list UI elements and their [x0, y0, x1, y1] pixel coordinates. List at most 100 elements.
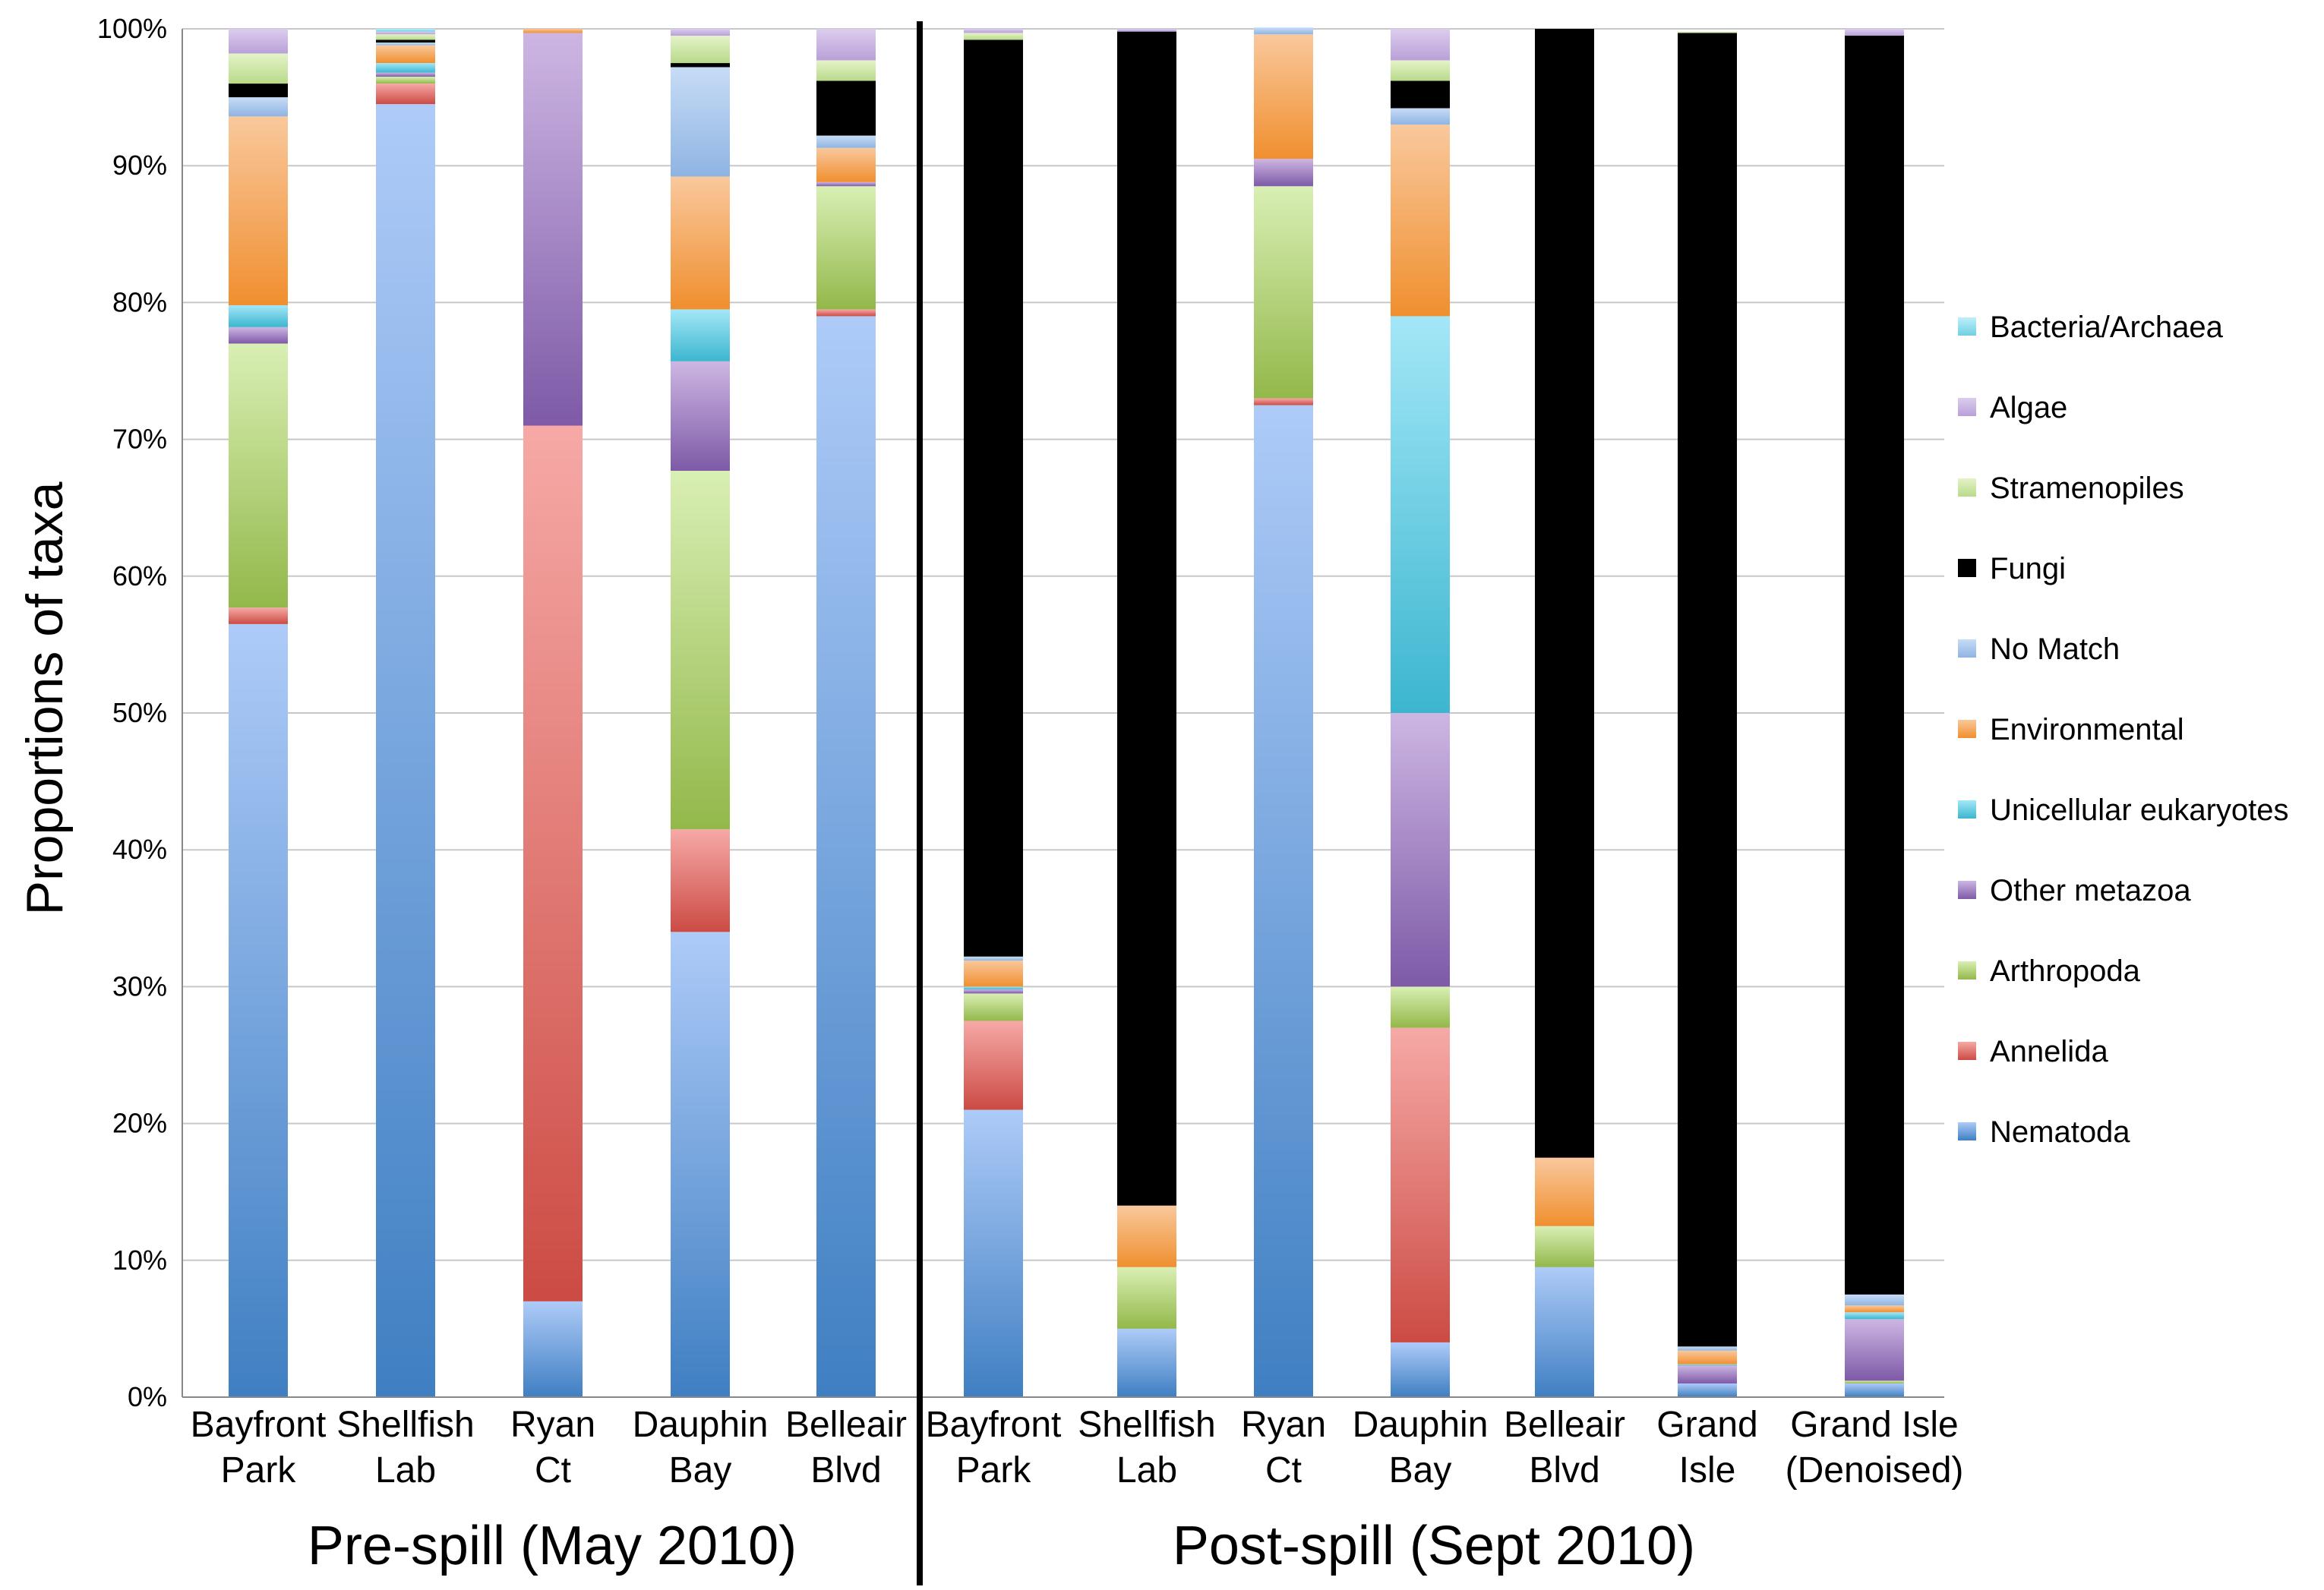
bar-segment — [1845, 1319, 1904, 1381]
bar-segment — [376, 72, 435, 77]
legend-label: Arthropoda — [1990, 954, 2141, 988]
x-category-label: Isle — [1679, 1450, 1736, 1491]
bar-segment — [1391, 29, 1450, 61]
x-category-label: Grand Isle — [1790, 1405, 1958, 1445]
bar-segment — [1678, 1350, 1737, 1364]
y-tick-label: 70% — [112, 424, 167, 455]
bar-segment — [1391, 986, 1450, 1028]
bar-segment — [964, 993, 1023, 1021]
y-tick-label: 20% — [112, 1108, 167, 1139]
legend-swatch — [1958, 800, 1976, 819]
bar-segment — [1117, 1267, 1176, 1329]
bar-segment — [1391, 60, 1450, 81]
bar-segment — [1254, 159, 1313, 187]
legend-swatch — [1958, 639, 1976, 658]
bar-segment — [964, 39, 1023, 957]
bar-segment — [816, 186, 876, 310]
legend-label: Unicellular eukaryotes — [1990, 793, 2289, 827]
bar-segment — [1391, 316, 1450, 713]
y-tick-label: 30% — [112, 970, 167, 1002]
bar-segment — [229, 327, 288, 344]
y-tick-label: 60% — [112, 560, 167, 592]
x-category-label: Dauphin — [1353, 1405, 1489, 1445]
group-label-pre: Pre-spill (May 2010) — [308, 1516, 797, 1576]
legend-label: No Match — [1990, 633, 2120, 666]
bar-segment — [671, 932, 730, 1397]
bar-segment — [1845, 36, 1904, 1295]
bar-segment — [671, 67, 730, 177]
bar-segment — [1117, 1205, 1176, 1267]
bar-segment — [1678, 31, 1737, 33]
bar-segment — [1678, 1365, 1737, 1383]
bar-segment — [964, 1021, 1023, 1110]
bar-segment — [671, 829, 730, 932]
bar-segment — [1845, 29, 1904, 36]
bar-segment — [1391, 1342, 1450, 1397]
bar-segment — [816, 135, 876, 148]
bar-segment — [1678, 1383, 1737, 1397]
bar-segment — [1254, 186, 1313, 399]
bar-segment — [229, 116, 288, 306]
x-category-label: Bayfront — [191, 1405, 327, 1445]
legend-swatch — [1958, 478, 1976, 497]
bar-segment — [671, 36, 730, 64]
y-axis-title: Proportions of taxa — [16, 481, 74, 915]
x-category-label: Belleair — [785, 1405, 907, 1445]
bar-segment — [964, 961, 1023, 987]
bar-segment — [229, 84, 288, 98]
bar-segment — [1535, 1157, 1594, 1226]
group-label-post: Post-spill (Sept 2010) — [1173, 1516, 1695, 1576]
legend-label: Fungi — [1990, 552, 2066, 585]
x-category-label: Grand — [1656, 1405, 1757, 1445]
bar-segment — [1391, 125, 1450, 317]
bar-segment — [1117, 31, 1176, 1206]
bar-segment — [523, 33, 583, 426]
x-category-label: Shellfish — [336, 1405, 474, 1445]
bar-segment — [816, 309, 876, 317]
y-tick-label: 0% — [128, 1381, 167, 1412]
bar-segment — [523, 29, 583, 33]
bar-segment — [1535, 1267, 1594, 1397]
legend-swatch — [1958, 317, 1976, 336]
bar-segment — [1535, 1226, 1594, 1267]
bar-segment — [964, 33, 1023, 40]
x-category-label: Blvd — [810, 1450, 881, 1491]
bar-segment — [229, 607, 288, 624]
y-tick-label: 100% — [97, 13, 167, 44]
bar-segment — [671, 29, 730, 36]
x-category-label: Bayfront — [926, 1405, 1062, 1445]
legend-label: Stramenopiles — [1990, 472, 2184, 505]
bar-segment — [376, 45, 435, 64]
x-category-label: Ct — [1265, 1450, 1302, 1491]
bar-segment — [671, 63, 730, 68]
bar-segment — [376, 84, 435, 105]
legend-label: Annelida — [1990, 1035, 2108, 1068]
bar-segment — [1391, 713, 1450, 987]
x-category-label: Park — [221, 1450, 297, 1491]
bar-segment — [964, 956, 1023, 961]
bar-segment — [229, 343, 288, 608]
labels: 0% 10% 20% 30% 40% 50% 60% 70% 80% 90% 100% Bayfron… — [16, 13, 1963, 1576]
x-category-label: Lab — [1116, 1450, 1177, 1491]
y-tick-label: 50% — [112, 697, 167, 728]
x-category-label: Lab — [375, 1450, 436, 1491]
bar-segment — [1678, 33, 1737, 1347]
y-tick-label: 90% — [112, 150, 167, 181]
bar-segment — [964, 29, 1023, 33]
y-tick-label: 80% — [112, 286, 167, 317]
bar-segment — [376, 63, 435, 73]
bar-segment — [376, 31, 435, 35]
legend-label: Other metazoa — [1990, 874, 2191, 907]
x-category-label: Bay — [1389, 1450, 1452, 1491]
bar-segment — [671, 471, 730, 830]
bar-segment — [229, 29, 288, 54]
bar-segment — [1845, 1312, 1904, 1320]
bar-segment — [1678, 1364, 1737, 1366]
bar-segment — [1845, 1380, 1904, 1383]
bar-segment — [671, 176, 730, 310]
bar-segment — [1845, 1294, 1904, 1306]
x-category-label: Ryan — [510, 1405, 595, 1445]
bar-segment — [376, 29, 435, 32]
bar-segment — [1117, 1328, 1176, 1397]
